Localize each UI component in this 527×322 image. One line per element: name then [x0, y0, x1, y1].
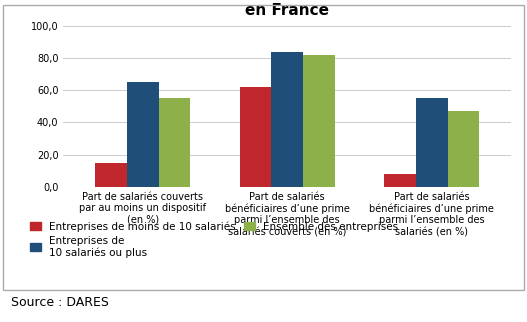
- Bar: [95, 163, 127, 187]
- Bar: [384, 174, 416, 187]
- Bar: [240, 87, 271, 187]
- Bar: [271, 52, 303, 187]
- Bar: [159, 98, 190, 187]
- Text: Source : DARES: Source : DARES: [11, 296, 109, 309]
- Bar: [416, 98, 447, 187]
- Legend: Entreprises de moins de 10 salariés, Entreprises de
10 salariés ou plus, Ensembl: Entreprises de moins de 10 salariés, Ent…: [26, 217, 402, 262]
- Title: Importance des dispositifs d’épargne salariale
en France: Importance des dispositifs d’épargne sal…: [88, 0, 486, 18]
- Bar: [447, 111, 480, 187]
- Bar: [127, 82, 159, 187]
- Bar: [303, 55, 335, 187]
